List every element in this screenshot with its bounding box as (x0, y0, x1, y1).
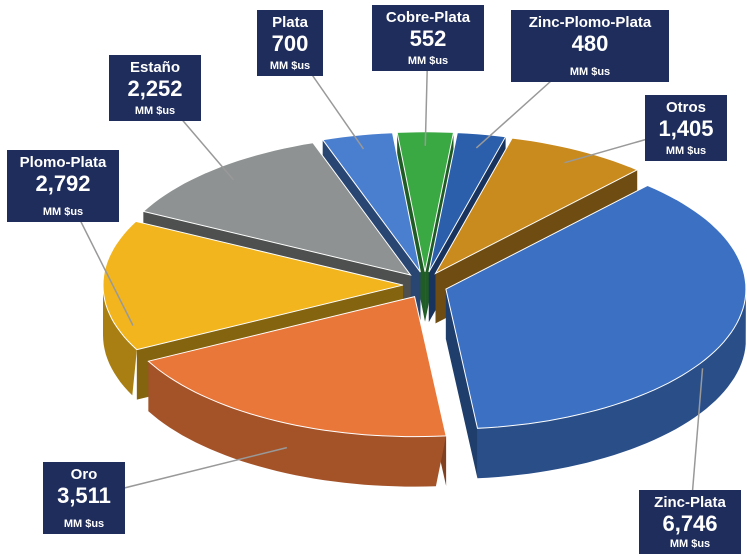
slice-wall (103, 285, 137, 396)
category-label: Plomo-Plata (20, 154, 107, 171)
value-label: 480 (572, 31, 609, 56)
value-label: 1,405 (658, 116, 713, 141)
slice-wall (477, 289, 746, 479)
slice (445, 184, 747, 429)
label-bg (372, 5, 484, 71)
value-label: 552 (410, 26, 447, 51)
slice (322, 132, 421, 273)
slice (147, 296, 447, 438)
slice (142, 142, 412, 276)
label-bg (43, 462, 125, 534)
category-label: Estaño (130, 59, 180, 76)
label-bg (639, 490, 741, 554)
slice (396, 131, 455, 272)
category-label: Oro (71, 466, 98, 483)
value-label: 700 (272, 31, 309, 56)
category-label: Zinc-Plata (654, 494, 726, 511)
label-bg (511, 10, 669, 82)
unit-label: MM $us (666, 145, 706, 157)
unit-label: MM $us (135, 105, 175, 117)
label-bg (645, 95, 727, 161)
category-label: Zinc-Plomo-Plata (529, 14, 652, 31)
unit-label: MM $us (570, 66, 610, 78)
slice-side (445, 289, 478, 479)
unit-label: MM $us (43, 206, 83, 218)
category-label: Otros (666, 99, 706, 116)
unit-label: MM $us (64, 518, 104, 530)
label-bg (109, 55, 201, 121)
unit-label: MM $us (270, 60, 310, 72)
slice (428, 132, 507, 273)
slice (102, 220, 404, 351)
slice (434, 137, 639, 275)
label-bg (7, 150, 119, 222)
unit-label: MM $us (408, 55, 448, 67)
value-label: 6,746 (662, 511, 717, 536)
label-bg (257, 10, 323, 76)
unit-label: MM $us (670, 538, 710, 550)
value-label: 3,511 (57, 483, 111, 508)
slice-wall (148, 361, 447, 487)
value-label: 2,252 (127, 76, 182, 101)
value-label: 2,792 (35, 171, 90, 196)
category-label: Plata (272, 14, 309, 31)
category-label: Cobre-Plata (386, 9, 471, 26)
